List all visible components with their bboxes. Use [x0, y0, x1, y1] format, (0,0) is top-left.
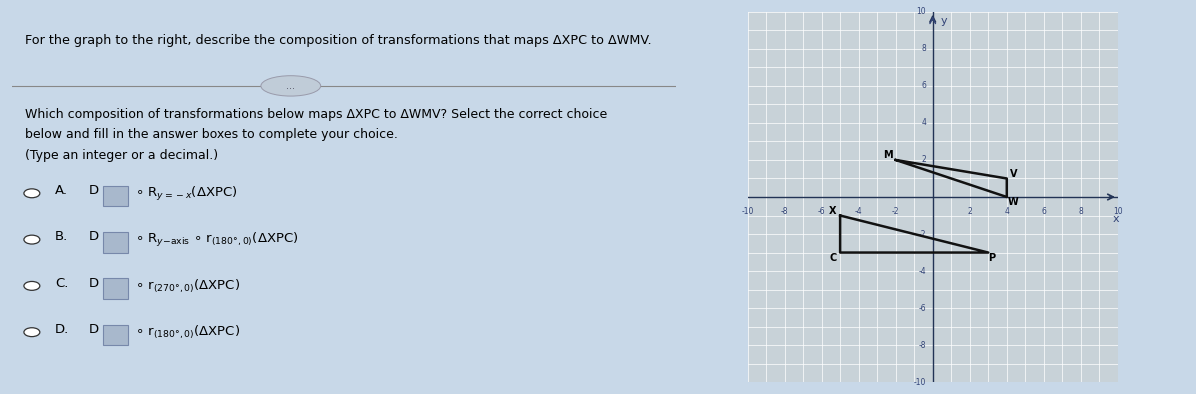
FancyBboxPatch shape: [103, 279, 128, 299]
Text: C: C: [829, 253, 836, 263]
Text: 2: 2: [921, 156, 926, 164]
Text: 8: 8: [1079, 207, 1084, 216]
Text: $\circ$ r$_{(180°,0)}$($\Delta$XPC): $\circ$ r$_{(180°,0)}$($\Delta$XPC): [135, 323, 240, 341]
Text: -6: -6: [919, 304, 926, 312]
Text: (Type an integer or a decimal.): (Type an integer or a decimal.): [25, 149, 219, 162]
Text: ...: ...: [286, 81, 295, 91]
Text: D: D: [89, 323, 98, 336]
Text: Which composition of transformations below maps ΔXPC to ΔWMV? Select the correct: Which composition of transformations bel…: [25, 108, 608, 121]
Text: $\circ$ R$_{\mathit{y}\mathrm{-axis}}$ $\circ$ r$_{(180°,0)}$($\Delta$XPC): $\circ$ R$_{\mathit{y}\mathrm{-axis}}$ $…: [135, 231, 298, 249]
Text: For the graph to the right, describe the composition of transformations that map: For the graph to the right, describe the…: [25, 34, 652, 47]
Text: P: P: [988, 253, 995, 263]
Text: 2: 2: [968, 207, 972, 216]
FancyBboxPatch shape: [103, 325, 128, 345]
Text: -4: -4: [919, 267, 926, 275]
Text: W: W: [1008, 197, 1019, 206]
Text: B.: B.: [55, 230, 68, 243]
Text: D.: D.: [55, 323, 69, 336]
Text: 6: 6: [921, 82, 926, 90]
Text: 4: 4: [1005, 207, 1009, 216]
Text: $\circ$ r$_{(270°,0)}$($\Delta$XPC): $\circ$ r$_{(270°,0)}$($\Delta$XPC): [135, 277, 240, 295]
Text: D: D: [89, 184, 98, 197]
Ellipse shape: [261, 76, 321, 96]
Text: -10: -10: [914, 378, 926, 387]
FancyBboxPatch shape: [103, 232, 128, 253]
Text: 4: 4: [921, 119, 926, 127]
Text: -8: -8: [781, 207, 788, 216]
Text: y: y: [941, 15, 947, 26]
Text: C.: C.: [55, 277, 68, 290]
Text: -2: -2: [919, 230, 926, 238]
FancyBboxPatch shape: [103, 186, 128, 206]
Text: 8: 8: [921, 45, 926, 53]
Text: x: x: [1112, 214, 1119, 224]
Text: -8: -8: [919, 341, 926, 349]
Text: A.: A.: [55, 184, 68, 197]
Text: X: X: [829, 206, 836, 216]
Text: D: D: [89, 230, 98, 243]
Text: 10: 10: [916, 7, 926, 16]
Circle shape: [24, 235, 39, 244]
Text: -4: -4: [855, 207, 862, 216]
Text: D: D: [89, 277, 98, 290]
Text: 6: 6: [1042, 207, 1046, 216]
Text: -6: -6: [818, 207, 825, 216]
Text: V: V: [1009, 169, 1017, 179]
Text: -10: -10: [742, 207, 753, 216]
Text: $\circ$ R$_{\mathit{y}=-x}$($\Delta$XPC): $\circ$ R$_{\mathit{y}=-x}$($\Delta$XPC): [135, 185, 237, 203]
Text: 10: 10: [1113, 207, 1123, 216]
Circle shape: [24, 189, 39, 198]
Circle shape: [24, 328, 39, 336]
Text: below and fill in the answer boxes to complete your choice.: below and fill in the answer boxes to co…: [25, 128, 398, 141]
Text: -2: -2: [892, 207, 899, 216]
Circle shape: [24, 281, 39, 290]
Text: M: M: [884, 151, 893, 160]
